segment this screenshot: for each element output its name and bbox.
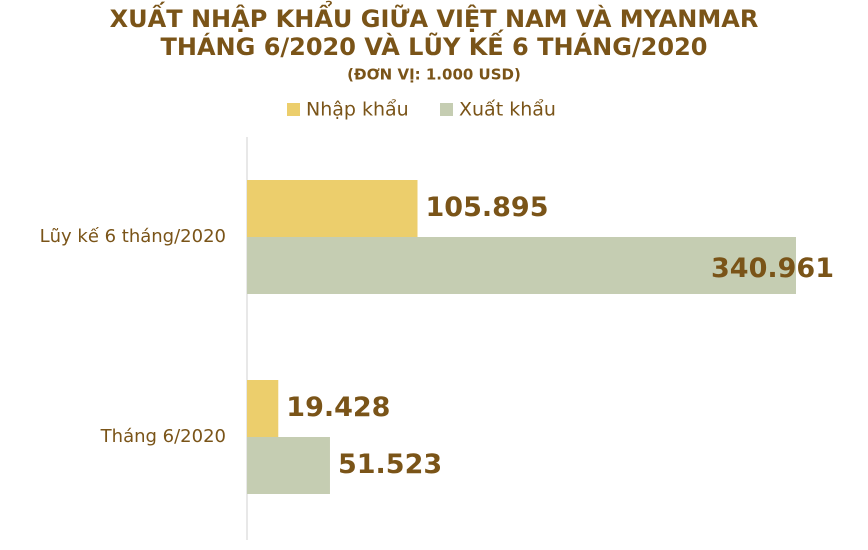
bar [247, 437, 330, 494]
bar [247, 237, 796, 294]
legend-label: Xuất khẩu [459, 99, 556, 121]
value-label: 51.523 [338, 449, 442, 480]
value-label: 340.961 [711, 253, 834, 284]
legend-label: Nhập khẩu [306, 99, 409, 121]
bar [247, 380, 279, 437]
value-label: 19.428 [286, 392, 390, 423]
legend-swatch [287, 103, 300, 116]
chart-title: THÁNG 6/2020 VÀ LŨY KẾ 6 THÁNG/2020 [161, 28, 708, 61]
chart-subtitle: (ĐƠN VỊ: 1.000 USD) [347, 66, 521, 84]
category-label: Tháng 6/2020 [100, 426, 226, 447]
value-label: 105.895 [426, 192, 549, 223]
legend-swatch [440, 103, 453, 116]
chart-title: XUẤT NHẬP KHẨU GIỮA VIỆT NAM VÀ MYANMAR [110, 0, 759, 33]
category-label: Lũy kế 6 tháng/2020 [40, 226, 226, 247]
bar [247, 180, 418, 237]
